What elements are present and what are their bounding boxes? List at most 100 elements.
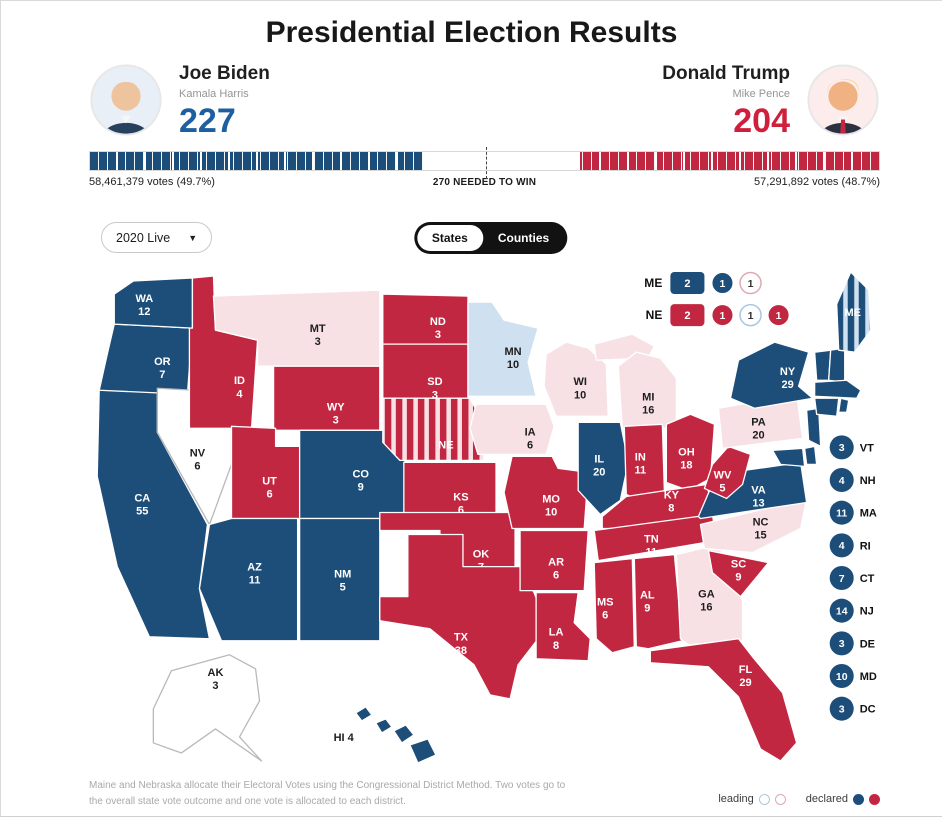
- state-NH[interactable]: [828, 347, 846, 383]
- state-MI[interactable]: [617, 351, 678, 429]
- year-dropdown-value: 2020 Live: [116, 230, 171, 245]
- cd-legend-district-ME-2: [739, 271, 762, 295]
- state-DE[interactable]: [803, 445, 818, 466]
- east-state-MA[interactable]: [829, 500, 854, 525]
- state-MA[interactable]: [814, 379, 862, 399]
- biden-electoral-votes: 227: [179, 101, 236, 140]
- toggle-states[interactable]: States: [416, 225, 483, 251]
- us-states-map[interactable]: CA55OR7WA12NV6ID4MT3WY3UT6CO9AZ11NM5ND3S…: [87, 266, 881, 772]
- chevron-down-icon: ▼: [188, 232, 198, 243]
- toggle-counties[interactable]: Counties: [483, 225, 564, 251]
- state-RI[interactable]: [838, 397, 850, 413]
- east-state-label-DE: DE: [860, 638, 875, 650]
- state-NY[interactable]: [729, 341, 814, 409]
- electoral-vote-bar: [89, 147, 880, 179]
- cd-legend-statewide-ME: [670, 272, 705, 295]
- biden-name: Joe Biden: [179, 62, 270, 84]
- map-legend: leading declared: [718, 793, 880, 809]
- map-controls: 2020 Live ▼ States Counties: [101, 222, 880, 254]
- candidate-trump: Donald Trump Mike Pence 204: [662, 63, 880, 138]
- cd-legend-state-NE: NE: [646, 308, 663, 322]
- cd-legend-district-NE-2: [739, 303, 762, 327]
- state-AZ[interactable]: [198, 517, 299, 642]
- state-NJ[interactable]: [805, 407, 822, 448]
- state-IN[interactable]: [623, 423, 666, 504]
- trump-bar-segment: [579, 152, 879, 170]
- state-NM[interactable]: [298, 517, 381, 642]
- east-state-label-MD: MD: [860, 671, 877, 683]
- state-KS[interactable]: [403, 461, 497, 516]
- trump-popular-votes: 57,291,892 votes (48.7%): [754, 176, 881, 188]
- east-state-DC[interactable]: [829, 696, 854, 721]
- state-NE[interactable]: [382, 397, 485, 462]
- state-WA[interactable]: [113, 277, 194, 329]
- state-TX[interactable]: [379, 533, 541, 700]
- state-MS[interactable]: [593, 557, 635, 654]
- east-state-label-NH: NH: [860, 475, 876, 487]
- east-state-label-DC: DC: [860, 704, 876, 716]
- map-container: CA 55 OR 7 WA 12 NV 6 ID 4 MT 3 WY 3 UT 6 CO 9 AZ 11 NM 5 ND 3 S…: [87, 266, 942, 772]
- east-state-NJ[interactable]: [829, 598, 854, 623]
- east-state-VT[interactable]: [829, 435, 854, 460]
- state-LA[interactable]: [535, 591, 591, 662]
- cd-legend-state-ME: ME: [644, 276, 662, 290]
- state-OR[interactable]: [98, 323, 194, 395]
- methodology-note: Maine and Nebraska allocate their Electo…: [89, 780, 566, 807]
- state-ME[interactable]: [836, 271, 872, 353]
- east-state-MD[interactable]: [829, 663, 854, 689]
- year-dropdown[interactable]: 2020 Live ▼: [101, 222, 213, 253]
- trump-photo: [807, 64, 879, 136]
- state-AR[interactable]: [519, 529, 589, 592]
- trump-running-mate: Mike Pence: [732, 87, 790, 100]
- state-MD[interactable]: [771, 447, 806, 468]
- state-HI[interactable]: [375, 718, 393, 734]
- state-UT[interactable]: [230, 425, 301, 520]
- biden-running-mate: Kamala Harris: [179, 87, 249, 100]
- state-HI[interactable]: [409, 738, 437, 764]
- east-state-label-MA: MA: [860, 508, 877, 520]
- east-state-RI[interactable]: [829, 533, 854, 558]
- east-state-label-NJ: NJ: [860, 606, 874, 618]
- state-ND[interactable]: [382, 293, 469, 345]
- east-state-CT[interactable]: [829, 565, 854, 591]
- east-state-NH[interactable]: [829, 467, 854, 493]
- trump-electoral-votes: 204: [733, 101, 790, 140]
- state-IA[interactable]: [469, 403, 555, 456]
- trump-name: Donald Trump: [662, 62, 790, 84]
- 270-needed-marker: [486, 147, 488, 179]
- legend-leading-rep-icon: [774, 793, 786, 805]
- east-state-label-RI: RI: [860, 540, 871, 552]
- legend-leading-dem-icon: [758, 793, 770, 805]
- state-VT[interactable]: [814, 349, 832, 381]
- state-MN[interactable]: [467, 301, 539, 397]
- state-MO[interactable]: [503, 455, 589, 530]
- state-CT[interactable]: [814, 397, 840, 417]
- state-SC[interactable]: [707, 549, 770, 598]
- east-state-label-CT: CT: [860, 573, 875, 585]
- state-AL[interactable]: [633, 553, 684, 650]
- legend-declared-rep-icon: [869, 793, 880, 805]
- page-title: Presidential Election Results: [265, 16, 678, 49]
- cd-legend-district-NE-1: [711, 304, 734, 327]
- states-counties-toggle[interactable]: States Counties: [413, 222, 568, 254]
- state-IL[interactable]: [577, 421, 629, 516]
- state-WI[interactable]: [543, 341, 609, 417]
- state-MT[interactable]: [212, 289, 381, 367]
- state-label-HI: HI 4: [334, 732, 355, 744]
- state-WY[interactable]: [272, 365, 381, 431]
- state-AK[interactable]: [152, 654, 263, 762]
- footer: Maine and Nebraska allocate their Electo…: [89, 778, 880, 809]
- state-SD[interactable]: [382, 343, 469, 399]
- state-HI[interactable]: [355, 706, 373, 722]
- legend-leading-label: leading: [718, 793, 754, 805]
- state-WV[interactable]: [703, 445, 752, 500]
- cd-legend-district-ME-1: [711, 272, 734, 295]
- state-FL[interactable]: [649, 638, 798, 762]
- candidate-biden: Joe Biden Kamala Harris 227: [89, 63, 270, 138]
- biden-photo: [90, 64, 162, 136]
- legend-declared-dem-icon: [853, 793, 864, 805]
- biden-bar-segment: [90, 152, 423, 170]
- state-HI[interactable]: [393, 724, 415, 744]
- cd-legend-district-NE-3: [767, 304, 790, 327]
- east-state-DE[interactable]: [829, 631, 854, 656]
